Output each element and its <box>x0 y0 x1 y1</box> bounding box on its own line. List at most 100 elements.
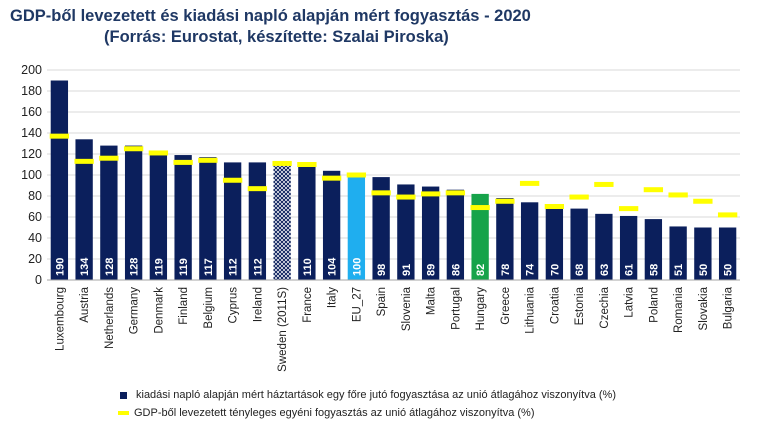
x-category-label: Germany <box>129 287 141 335</box>
marker <box>123 146 144 152</box>
bar-value-label: 68 <box>574 264 586 276</box>
bar-value-label: 51 <box>673 264 685 276</box>
bar <box>446 189 465 280</box>
marker <box>668 192 688 198</box>
bar <box>570 208 588 280</box>
bar <box>545 206 564 280</box>
x-category-label: Romania <box>673 286 685 333</box>
bar-value-label: 128 <box>129 258 141 276</box>
bar-value-label: 112 <box>252 258 264 276</box>
marker <box>519 180 540 186</box>
x-category-label: Bulgaria <box>723 286 735 329</box>
marker <box>49 133 70 139</box>
x-category-label: EU_27 <box>351 287 363 322</box>
marker <box>420 191 441 197</box>
bar <box>199 157 217 280</box>
x-category-label: Sweden (2011S) <box>277 287 289 372</box>
bar-value-label: 119 <box>153 258 165 276</box>
bar-value-label: 119 <box>178 258 190 276</box>
marker <box>297 162 317 167</box>
marker <box>148 150 169 156</box>
marker <box>544 204 565 209</box>
marker <box>445 190 466 196</box>
marker <box>346 172 367 178</box>
x-category-label: Finland <box>178 287 190 325</box>
bar-value-label: 100 <box>351 258 363 276</box>
marker <box>643 187 664 193</box>
y-tick-label: 0 <box>35 273 42 287</box>
marker <box>618 206 639 212</box>
x-category-label: Czechia <box>599 286 611 328</box>
bar <box>496 198 514 280</box>
bar-value-label: 78 <box>500 264 512 276</box>
bar <box>50 80 69 280</box>
marker <box>198 157 218 163</box>
x-category-label: Netherlands <box>104 287 116 349</box>
bar-value-label: 50 <box>698 264 710 276</box>
bar-value-label: 58 <box>648 264 660 276</box>
bar <box>471 193 489 280</box>
bar-value-label: 104 <box>327 257 339 276</box>
bar <box>273 164 291 280</box>
legend-bar-swatch <box>120 391 127 399</box>
bar <box>595 213 613 280</box>
y-tick-label: 120 <box>21 147 42 161</box>
bar-value-label: 117 <box>203 258 215 276</box>
x-category-label: Cyprus <box>228 287 240 324</box>
legend-bar-label: kiadási napló alapján mért háztartások e… <box>136 389 616 401</box>
bar-value-label: 63 <box>599 264 611 276</box>
marker <box>321 175 342 181</box>
bar <box>520 202 539 280</box>
x-category-label: Poland <box>648 287 660 323</box>
x-category-label: Portugal <box>450 287 462 330</box>
bar-value-label: 128 <box>104 258 116 276</box>
marker <box>272 160 292 166</box>
y-tick-label: 60 <box>28 210 42 224</box>
bar <box>421 186 440 280</box>
chart-title-block: GDP-ből levezetett és kiadási napló alap… <box>0 6 779 48</box>
bar-value-label: 70 <box>549 264 561 276</box>
bar <box>149 155 168 280</box>
marker <box>569 194 589 200</box>
marker <box>470 205 490 211</box>
x-category-label: Austria <box>79 286 91 322</box>
marker <box>717 212 738 218</box>
marker <box>247 186 268 192</box>
marker <box>693 198 713 204</box>
bar-value-label: 89 <box>426 264 438 276</box>
bar <box>75 139 93 280</box>
marker <box>173 159 193 165</box>
y-tick-label: 80 <box>28 189 42 203</box>
y-tick-label: 180 <box>21 84 42 98</box>
x-category-label: Belgium <box>203 287 215 329</box>
x-category-label: Slovenia <box>401 286 413 331</box>
y-tick-label: 140 <box>21 126 42 140</box>
bar <box>100 145 118 280</box>
x-category-label: Slovakia <box>698 286 710 330</box>
bar-value-label: 82 <box>475 264 487 276</box>
bar <box>174 155 192 280</box>
x-category-label: Hungary <box>475 287 487 331</box>
bar-value-label: 190 <box>54 258 66 276</box>
bar <box>619 215 638 280</box>
y-tick-label: 100 <box>21 168 42 182</box>
y-tick-label: 20 <box>28 252 42 266</box>
bar-value-label: 112 <box>228 258 240 276</box>
x-category-label: Italy <box>327 287 339 308</box>
legend-item-bar: kiadási napló alapján mért háztartások e… <box>118 386 616 404</box>
bar-value-label: 50 <box>723 264 735 276</box>
bar <box>223 162 242 280</box>
chart-subtitle: (Forrás: Eurostat, készítette: Szalai Pi… <box>104 28 449 46</box>
bar-value-label: 86 <box>450 264 462 276</box>
legend: kiadási napló alapján mért háztartások e… <box>118 386 616 422</box>
x-category-label: Luxembourg <box>54 287 66 351</box>
x-category-label: Croatia <box>549 286 561 324</box>
bar <box>322 170 341 280</box>
bar-value-label: 61 <box>624 264 636 276</box>
x-category-label: Spain <box>376 287 388 316</box>
marker <box>495 198 515 204</box>
x-category-label: Greece <box>500 287 512 325</box>
legend-item-marker: GDP-ből levezetett tényleges egyéni fogy… <box>118 404 616 422</box>
marker <box>594 181 614 187</box>
